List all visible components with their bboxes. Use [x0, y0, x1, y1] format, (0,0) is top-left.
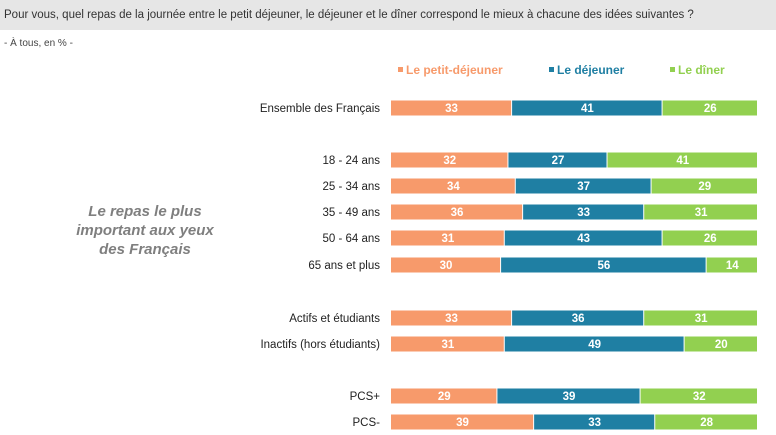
- value-label: 31: [695, 313, 708, 325]
- chart-rows: Ensemble des Français 33 41 26 18 - 24 ans 32…: [260, 100, 757, 430]
- bar-segment-2: [662, 100, 757, 116]
- side-caption-line-2: important aux yeux: [76, 222, 214, 239]
- bar-segment-1: [512, 100, 662, 116]
- base-note: - À tous, en % -: [4, 38, 73, 49]
- legend-swatch-2: [670, 67, 675, 72]
- value-label: 29: [698, 181, 711, 193]
- category-label: 50 - 64 ans: [322, 233, 380, 245]
- chart-row: 35 - 49 ans 36 33 31: [322, 204, 757, 220]
- legend-label-0: Le petit-déjeuner: [406, 63, 503, 77]
- bar-segment-2: [651, 178, 757, 194]
- chart-row: 18 - 24 ans 32 27 41: [322, 152, 757, 168]
- side-caption: Le repas le plus important aux yeux des …: [60, 202, 230, 259]
- bar-segment-1: [515, 178, 651, 194]
- value-label: 29: [438, 391, 451, 403]
- chart-row: PCS- 39 33 28: [353, 414, 757, 430]
- bar-segment-1: [508, 152, 607, 168]
- bar-segment-1: [512, 310, 644, 326]
- legend-label-1: Le déjeuner: [557, 63, 625, 77]
- value-label: 26: [704, 233, 717, 245]
- bar-segment-0: [391, 230, 504, 246]
- bar-segment-0: [391, 204, 523, 220]
- category-label: 18 - 24 ans: [322, 155, 380, 167]
- chart-row: 65 ans et plus 30 56 14: [308, 257, 757, 273]
- value-label: 43: [577, 233, 590, 245]
- bar-segment-2: [706, 257, 757, 273]
- value-label: 41: [676, 155, 689, 167]
- bar-segment-0: [391, 178, 515, 194]
- side-caption-line-1: Le repas le plus: [88, 203, 202, 220]
- value-label: 31: [441, 339, 454, 351]
- bar-segment-2: [684, 336, 757, 352]
- category-label: 35 - 49 ans: [322, 207, 380, 219]
- chart-row: 25 - 34 ans 34 37 29: [322, 178, 757, 194]
- category-label: Ensemble des Français: [260, 103, 380, 115]
- value-label: 37: [577, 181, 590, 193]
- value-label: 41: [581, 103, 594, 115]
- bar-segment-0: [391, 310, 512, 326]
- bar-segment-1: [504, 230, 662, 246]
- category-label: PCS+: [350, 391, 381, 403]
- bar-segment-0: [391, 336, 504, 352]
- bar-segment-1: [523, 204, 644, 220]
- category-label: 25 - 34 ans: [322, 181, 380, 193]
- value-label: 33: [445, 103, 458, 115]
- bar-segment-0: [391, 388, 497, 404]
- value-label: 32: [443, 155, 456, 167]
- bar-segment-2: [662, 230, 757, 246]
- category-label: PCS-: [353, 417, 381, 429]
- value-label: 34: [447, 181, 460, 193]
- value-label: 31: [695, 207, 708, 219]
- chart-row: Ensemble des Français 33 41 26: [260, 100, 757, 116]
- chart-row: PCS+ 29 39 32: [350, 388, 757, 404]
- bar-segment-2: [607, 152, 757, 168]
- bar-segment-2: [655, 414, 757, 430]
- value-label: 20: [715, 339, 728, 351]
- value-label: 33: [445, 313, 458, 325]
- category-label: Actifs et étudiants: [289, 313, 380, 325]
- value-label: 49: [588, 339, 601, 351]
- legend-label-2: Le dîner: [678, 63, 725, 77]
- bar-segment-2: [644, 310, 757, 326]
- bar-segment-1: [534, 414, 655, 430]
- chart-row: 50 - 64 ans 31 43 26: [322, 230, 757, 246]
- value-label: 33: [588, 417, 601, 429]
- bar-segment-1: [504, 336, 684, 352]
- bar-segment-0: [391, 257, 501, 273]
- value-label: 33: [577, 207, 590, 219]
- bar-segment-1: [497, 388, 640, 404]
- legend-swatch-1: [549, 67, 554, 72]
- question-text: Pour vous, quel repas de la journée entr…: [4, 9, 694, 21]
- chart-row: Actifs et étudiants 33 36 31: [289, 310, 757, 326]
- category-label: 65 ans et plus: [308, 260, 380, 272]
- value-label: 39: [563, 391, 576, 403]
- bar-segment-0: [391, 414, 534, 430]
- question-banner: Pour vous, quel repas de la journée entr…: [0, 0, 776, 30]
- value-label: 36: [572, 313, 585, 325]
- bar-segment-2: [640, 388, 757, 404]
- bar-segment-2: [644, 204, 757, 220]
- legend: Le petit-déjeuner Le déjeuner Le dîner: [398, 63, 725, 77]
- value-label: 36: [451, 207, 464, 219]
- value-label: 26: [704, 103, 717, 115]
- value-label: 39: [456, 417, 469, 429]
- value-label: 14: [726, 260, 739, 272]
- bar-segment-1: [501, 257, 706, 273]
- chart-row: Inactifs (hors étudiants) 31 49 20: [260, 336, 757, 352]
- value-label: 56: [597, 260, 610, 272]
- side-caption-line-3: des Français: [99, 241, 191, 258]
- value-label: 30: [440, 260, 453, 272]
- value-label: 31: [441, 233, 454, 245]
- legend-swatch-0: [398, 67, 403, 72]
- value-label: 27: [552, 155, 565, 167]
- bar-segment-0: [391, 100, 512, 116]
- category-label: Inactifs (hors étudiants): [260, 339, 380, 351]
- value-label: 28: [700, 417, 713, 429]
- value-label: 32: [693, 391, 706, 403]
- bar-segment-0: [391, 152, 508, 168]
